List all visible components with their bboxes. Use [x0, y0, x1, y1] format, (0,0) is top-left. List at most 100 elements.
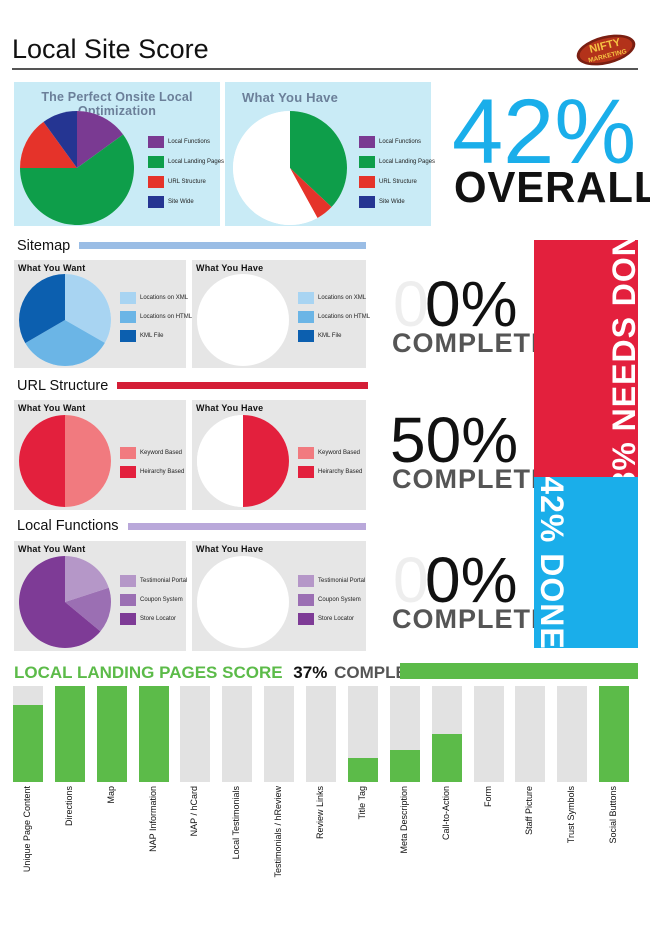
- legend-swatch: [120, 330, 136, 342]
- panel-sitemap-have: What You Have Locations on XML Locations …: [192, 260, 370, 368]
- pie-slice-blank: [197, 415, 243, 507]
- legend-item-local-landing-pages: Local Landing Pages: [359, 154, 435, 170]
- pie-slice-keyword-based: [65, 415, 111, 507]
- legend-url-have: Keyword Based Heirarchy Based: [298, 445, 362, 483]
- pie-slice-url-structure: [290, 168, 332, 218]
- legend-item-local-functions: Local Functions: [359, 134, 435, 150]
- nifty-marketing-logo: NIFTY MARKETING: [574, 30, 638, 70]
- needs-done-label: 58% NEEDS DONE: [606, 240, 638, 477]
- legend-sitemap-want: Locations on XML Locations on HTML KML Fil…: [120, 290, 192, 347]
- legend-item-testimonial-portal: Testimonial Portal: [120, 573, 187, 589]
- bar-label-social-buttons: Social Buttons: [608, 786, 619, 844]
- legend-functions-have: Testimonial Portal Coupon System Store Loc…: [298, 573, 365, 630]
- panel-title: What You Want: [18, 263, 86, 273]
- legend-item-local-functions: Local Functions: [148, 134, 224, 150]
- legend-label: Site Wide: [379, 199, 405, 205]
- bar-track-review-links: [306, 686, 337, 782]
- url-structure-percent: 50%: [390, 404, 519, 476]
- bar-social-buttons: [599, 686, 630, 782]
- section-title-sitemap: Sitemap: [17, 238, 71, 254]
- bar-label-nap-information: NAP Information: [147, 786, 158, 852]
- bar-label-call-to-action: Call-to-Action: [440, 786, 451, 841]
- panel-title: What You Want: [18, 544, 86, 554]
- legend-swatch: [298, 575, 314, 587]
- bar-track-staff-picture: [515, 686, 546, 782]
- section-title-url-structure: URL Structure: [17, 378, 109, 394]
- title-divider: [12, 68, 638, 70]
- legend-item-heirarchy-based: Heirarchy Based: [120, 464, 184, 480]
- section-title-local-functions: Local Functions: [17, 518, 119, 534]
- landing-pages-title-bar: [400, 663, 638, 679]
- legend-label: KML File: [140, 333, 164, 339]
- legend-label: Local Landing Pages: [379, 159, 436, 165]
- pie-sitemap-want: [19, 274, 111, 366]
- landing-pages-title-text: LOCAL LANDING PAGES SCORE: [14, 663, 283, 682]
- panel-url-have: What You Have Keyword Based Heirarchy Bas…: [192, 400, 366, 510]
- url-structure-complete-label: COMPLETE: [392, 464, 551, 494]
- legend-item-heirarchy-based: Heirarchy Based: [298, 464, 362, 480]
- legend-swatch: [120, 447, 136, 459]
- legend-swatch: [120, 466, 136, 478]
- legend-item-url-structure: URL Structure: [148, 174, 224, 190]
- legend-label: Testimonial Portal: [140, 578, 188, 584]
- pie-slice-site-wide: [43, 111, 77, 168]
- legend-label: URL Structure: [379, 179, 417, 185]
- panel-title: What You Want: [18, 403, 86, 413]
- pie-slice-blank: [233, 111, 318, 225]
- legend-swatch: [359, 136, 375, 148]
- pie-slice-testimonial-portal: [65, 556, 109, 602]
- pie-slice-heirarchy-based: [243, 415, 289, 507]
- legend-item-local-landing-pages: Local Landing Pages: [148, 154, 224, 170]
- panel-url-want: What You Want Keyword Based Heirarchy Bas…: [14, 400, 186, 510]
- panel-title: The Perfect Onsite Local Optimization: [41, 90, 193, 118]
- pie-slice-store-locator: [18, 556, 101, 648]
- done-stacked-bar: 58% NEEDS DONE 42% DONE: [534, 240, 638, 648]
- legend-label: Store Locator: [140, 616, 177, 622]
- legend-item-coupon-system: Coupon System: [298, 592, 365, 608]
- pie-slice-locations-on-xml: [65, 274, 111, 343]
- legend-swatch: [120, 594, 136, 606]
- bar-map: [96, 686, 127, 782]
- legend-label: Locations on HTML: [318, 314, 371, 320]
- legend-swatch: [148, 196, 164, 208]
- legend-swatch: [148, 156, 164, 168]
- section-bar-sitemap: [79, 242, 366, 249]
- legend-swatch: [298, 613, 314, 625]
- pie-perfect-optimization: [20, 111, 134, 225]
- pie-functions-have: [197, 556, 289, 648]
- bar-label-trust-symbols: Trust Symbols: [566, 786, 577, 844]
- functions-percent: 0%: [425, 544, 518, 616]
- pie-sitemap-have: [197, 274, 289, 366]
- bar-label-review-links: Review Links: [315, 786, 326, 840]
- pie-what-you-have-overall: [233, 111, 347, 225]
- panel-functions-want: What You Want Testimonial Portal Coupon S…: [14, 541, 187, 651]
- legend-swatch: [148, 136, 164, 148]
- panel-functions-have: What You Have Testimonial Portal Coupon S…: [192, 541, 366, 651]
- overall-percent: 42%: [452, 81, 637, 183]
- legend-label: Locations on XML: [140, 295, 189, 301]
- legend-swatch: [120, 311, 136, 323]
- bar-label-form: Form: [482, 786, 493, 807]
- legend-label: Coupon System: [318, 597, 361, 603]
- pie-url-have: [197, 415, 289, 507]
- panel-title: What You Have: [196, 403, 264, 413]
- legend-perfect-optimization: Local Functions Local Landing Pages URL St…: [148, 134, 224, 214]
- pie-slice-heirarchy-based: [19, 415, 65, 507]
- legend-swatch: [298, 330, 314, 342]
- legend-swatch: [298, 466, 314, 478]
- sitemap-complete-label: COMPLETE: [392, 328, 551, 358]
- panel-title: What You Have: [196, 544, 264, 554]
- legend-item-keyword-based: Keyword Based: [120, 445, 184, 461]
- legend-swatch: [120, 575, 136, 587]
- bar-track-trust-symbols: [557, 686, 588, 782]
- legend-label: Local Functions: [379, 139, 422, 145]
- bar-title-tag: [347, 758, 378, 782]
- legend-label: Keyword Based: [140, 450, 183, 456]
- legend-swatch: [298, 292, 314, 304]
- bar-track-nap-hcard: [180, 686, 211, 782]
- bar-label-meta-description: Meta Description: [398, 786, 409, 854]
- legend-swatch: [148, 176, 164, 188]
- legend-swatch: [359, 156, 375, 168]
- bar-directions: [54, 686, 85, 782]
- bar-track-local-testimonials: [222, 686, 253, 782]
